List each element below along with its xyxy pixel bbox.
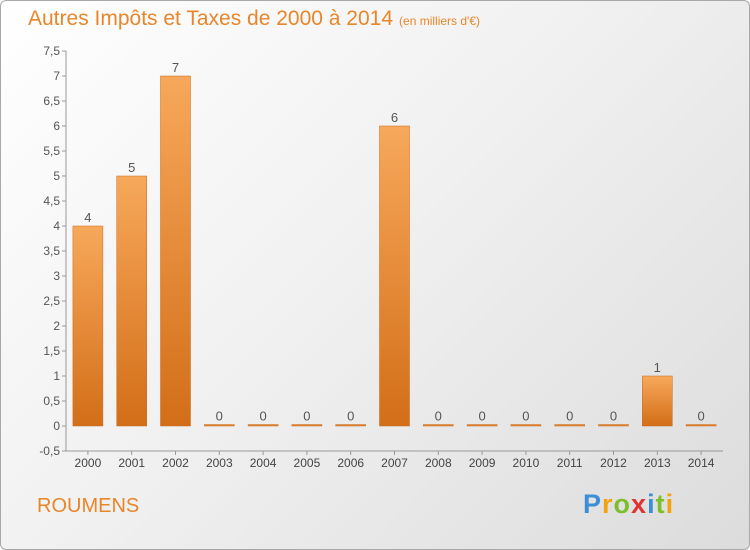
data-label: 0 — [259, 409, 266, 424]
bar — [291, 424, 323, 427]
bar — [423, 424, 454, 427]
bar — [685, 424, 717, 427]
data-label: 0 — [303, 409, 310, 424]
x-tick-label: 2014 — [688, 456, 715, 470]
x-tick-label: 2003 — [206, 456, 233, 470]
data-label: 0 — [610, 409, 617, 424]
y-tick-label: 3,5 — [43, 244, 60, 258]
bar — [554, 424, 585, 427]
y-tick-label: 0,5 — [43, 394, 60, 408]
y-tick-label: 6 — [53, 119, 60, 133]
x-tick-label: 2001 — [118, 456, 145, 470]
bar — [247, 424, 279, 427]
y-tick-label: 2 — [53, 319, 60, 333]
y-tick-label: -0,5 — [39, 444, 60, 458]
bar — [72, 225, 104, 427]
title-text: Autres Impôts et Taxes de 2000 à 2014 — [28, 7, 394, 30]
x-tick-label: 2002 — [162, 456, 189, 470]
data-label: 0 — [566, 409, 573, 424]
x-tick-label: 2012 — [600, 456, 627, 470]
y-tick-label: 2,5 — [43, 294, 60, 308]
bar — [116, 175, 147, 427]
bar — [598, 424, 629, 427]
bar — [379, 125, 410, 427]
data-label: 6 — [391, 110, 398, 125]
chart-title: Autres Impôts et Taxes de 2000 à 2014 (en… — [28, 7, 480, 31]
bar — [510, 424, 542, 427]
y-tick-label: 1 — [53, 369, 60, 383]
bar — [642, 375, 673, 427]
data-label: 1 — [654, 360, 661, 375]
x-tick-label: 2006 — [337, 456, 364, 470]
data-label: 0 — [522, 409, 529, 424]
bar — [204, 424, 235, 427]
y-tick-label: 7,5 — [43, 44, 60, 58]
x-tick-label: 2005 — [294, 456, 321, 470]
data-label: 5 — [128, 160, 135, 175]
x-tick-label: 2009 — [469, 456, 496, 470]
y-tick-label: 5 — [53, 169, 60, 183]
y-tick-label: 7 — [53, 69, 60, 83]
proxiti-logo: Proxiti — [583, 489, 675, 519]
x-tick-label: 2011 — [557, 456, 583, 470]
y-tick-label: 5,5 — [43, 144, 60, 158]
y-tick-label: 4,5 — [43, 194, 60, 208]
data-label: 7 — [172, 60, 179, 75]
x-tick-label: 2000 — [75, 456, 102, 470]
bar — [160, 75, 191, 427]
bar — [335, 424, 366, 427]
data-label: 0 — [478, 409, 485, 424]
unit-text: (en milliers d'€) — [399, 14, 481, 28]
x-tick-label: 2007 — [381, 456, 408, 470]
y-tick-label: 3 — [53, 269, 60, 283]
bar — [466, 424, 498, 427]
y-tick-label: 1,5 — [43, 344, 60, 358]
x-tick-label: 2008 — [425, 456, 452, 470]
data-label: 4 — [84, 210, 91, 225]
data-label: 0 — [216, 409, 223, 424]
y-tick-label: 6,5 — [43, 94, 60, 108]
y-tick-label: 4 — [53, 219, 60, 233]
data-label: 0 — [435, 409, 442, 424]
x-tick-label: 2010 — [513, 456, 540, 470]
y-tick-label: 0 — [53, 419, 60, 433]
commune-name: ROUMENS — [37, 495, 140, 517]
data-label: 0 — [697, 409, 704, 424]
x-tick-label: 2004 — [250, 456, 277, 470]
data-label: 0 — [347, 409, 354, 424]
x-tick-label: 2013 — [644, 456, 671, 470]
